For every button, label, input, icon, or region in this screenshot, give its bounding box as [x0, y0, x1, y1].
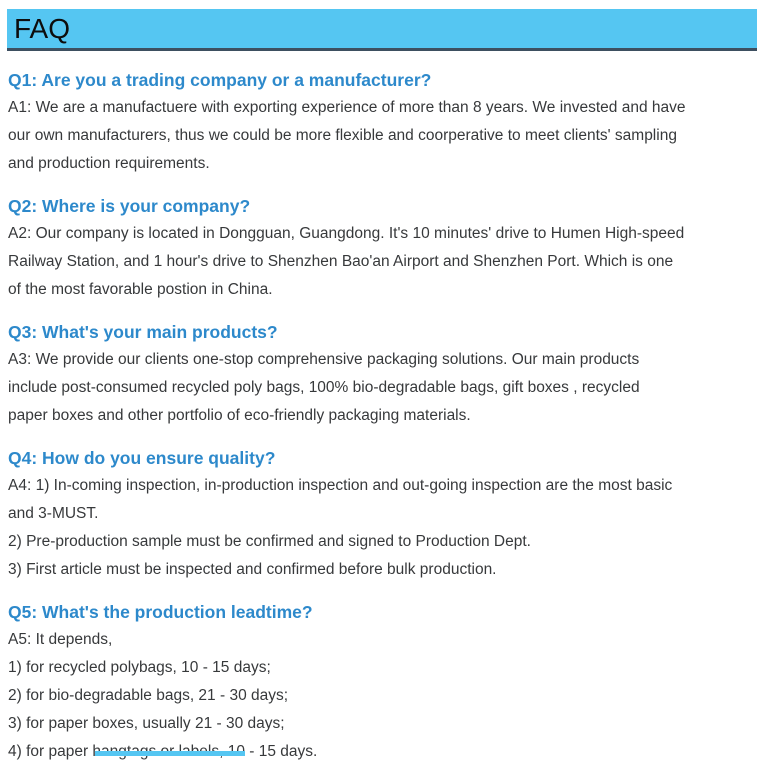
faq-answer-line: 3) First article must be inspected and c… — [8, 561, 497, 578]
faq-answer-line: and 3-MUST. — [8, 505, 99, 522]
faq-question: Q5: What's the production leadtime? — [8, 602, 313, 622]
faq-answer-line: A1: We are a manufactuere with exporting… — [8, 99, 686, 116]
faq-answer-line: 3) for paper boxes, usually 21 - 30 days… — [8, 715, 285, 732]
faq-answer-line: A5: It depends, — [8, 631, 113, 648]
faq-item: Q1: Are you a trading company or a manuf… — [8, 69, 757, 178]
faq-item: Q5: What's the production leadtime? A5: I… — [8, 601, 757, 766]
faq-answer-line: Railway Station, and 1 hour's drive to S… — [8, 253, 674, 270]
faq-answer-line: 2) for bio-degradable bags, 21 - 30 days… — [8, 687, 289, 704]
faq-list: Q1: Are you a trading company or a manuf… — [0, 69, 765, 766]
faq-answer-line: paper boxes and other portfolio of eco-f… — [8, 407, 471, 424]
faq-answer-line: 2) Pre-production sample must be confirm… — [8, 533, 531, 550]
faq-answer-line: A4: 1) In-coming inspection, in-producti… — [8, 477, 673, 494]
faq-answer-line: and production requirements. — [8, 155, 210, 172]
faq-answer-line: A2: Our company is located in Dongguan, … — [8, 225, 685, 242]
faq-answer-line: our own manufacturers, thus we could be … — [8, 127, 677, 144]
faq-answer-line: include post-consumed recycled poly bags… — [8, 379, 640, 396]
faq-answer-line: A3: We provide our clients one-stop comp… — [8, 351, 640, 368]
faq-item: Q2: Where is your company? A2: Our compan… — [8, 195, 757, 304]
faq-answer-line: 1) for recycled polybags, 10 - 15 days; — [8, 659, 271, 676]
faq-header-bar: FAQ — [7, 9, 757, 51]
faq-page: { "header": { "title": "FAQ" }, "colors"… — [0, 9, 765, 760]
faq-item: Q4: How do you ensure quality? A4: 1) In-… — [8, 447, 757, 584]
cutoff-next-section-strip — [95, 751, 245, 756]
faq-question: Q1: Are you a trading company or a manuf… — [8, 70, 432, 90]
faq-question: Q4: How do you ensure quality? — [8, 448, 276, 468]
faq-answer-line: of the most favorable postion in China. — [8, 281, 273, 298]
faq-question: Q3: What's your main products? — [8, 322, 278, 342]
faq-header-title: FAQ — [14, 12, 71, 44]
faq-question: Q2: Where is your company? — [8, 196, 251, 216]
faq-item: Q3: What's your main products? A3: We pro… — [8, 321, 757, 430]
